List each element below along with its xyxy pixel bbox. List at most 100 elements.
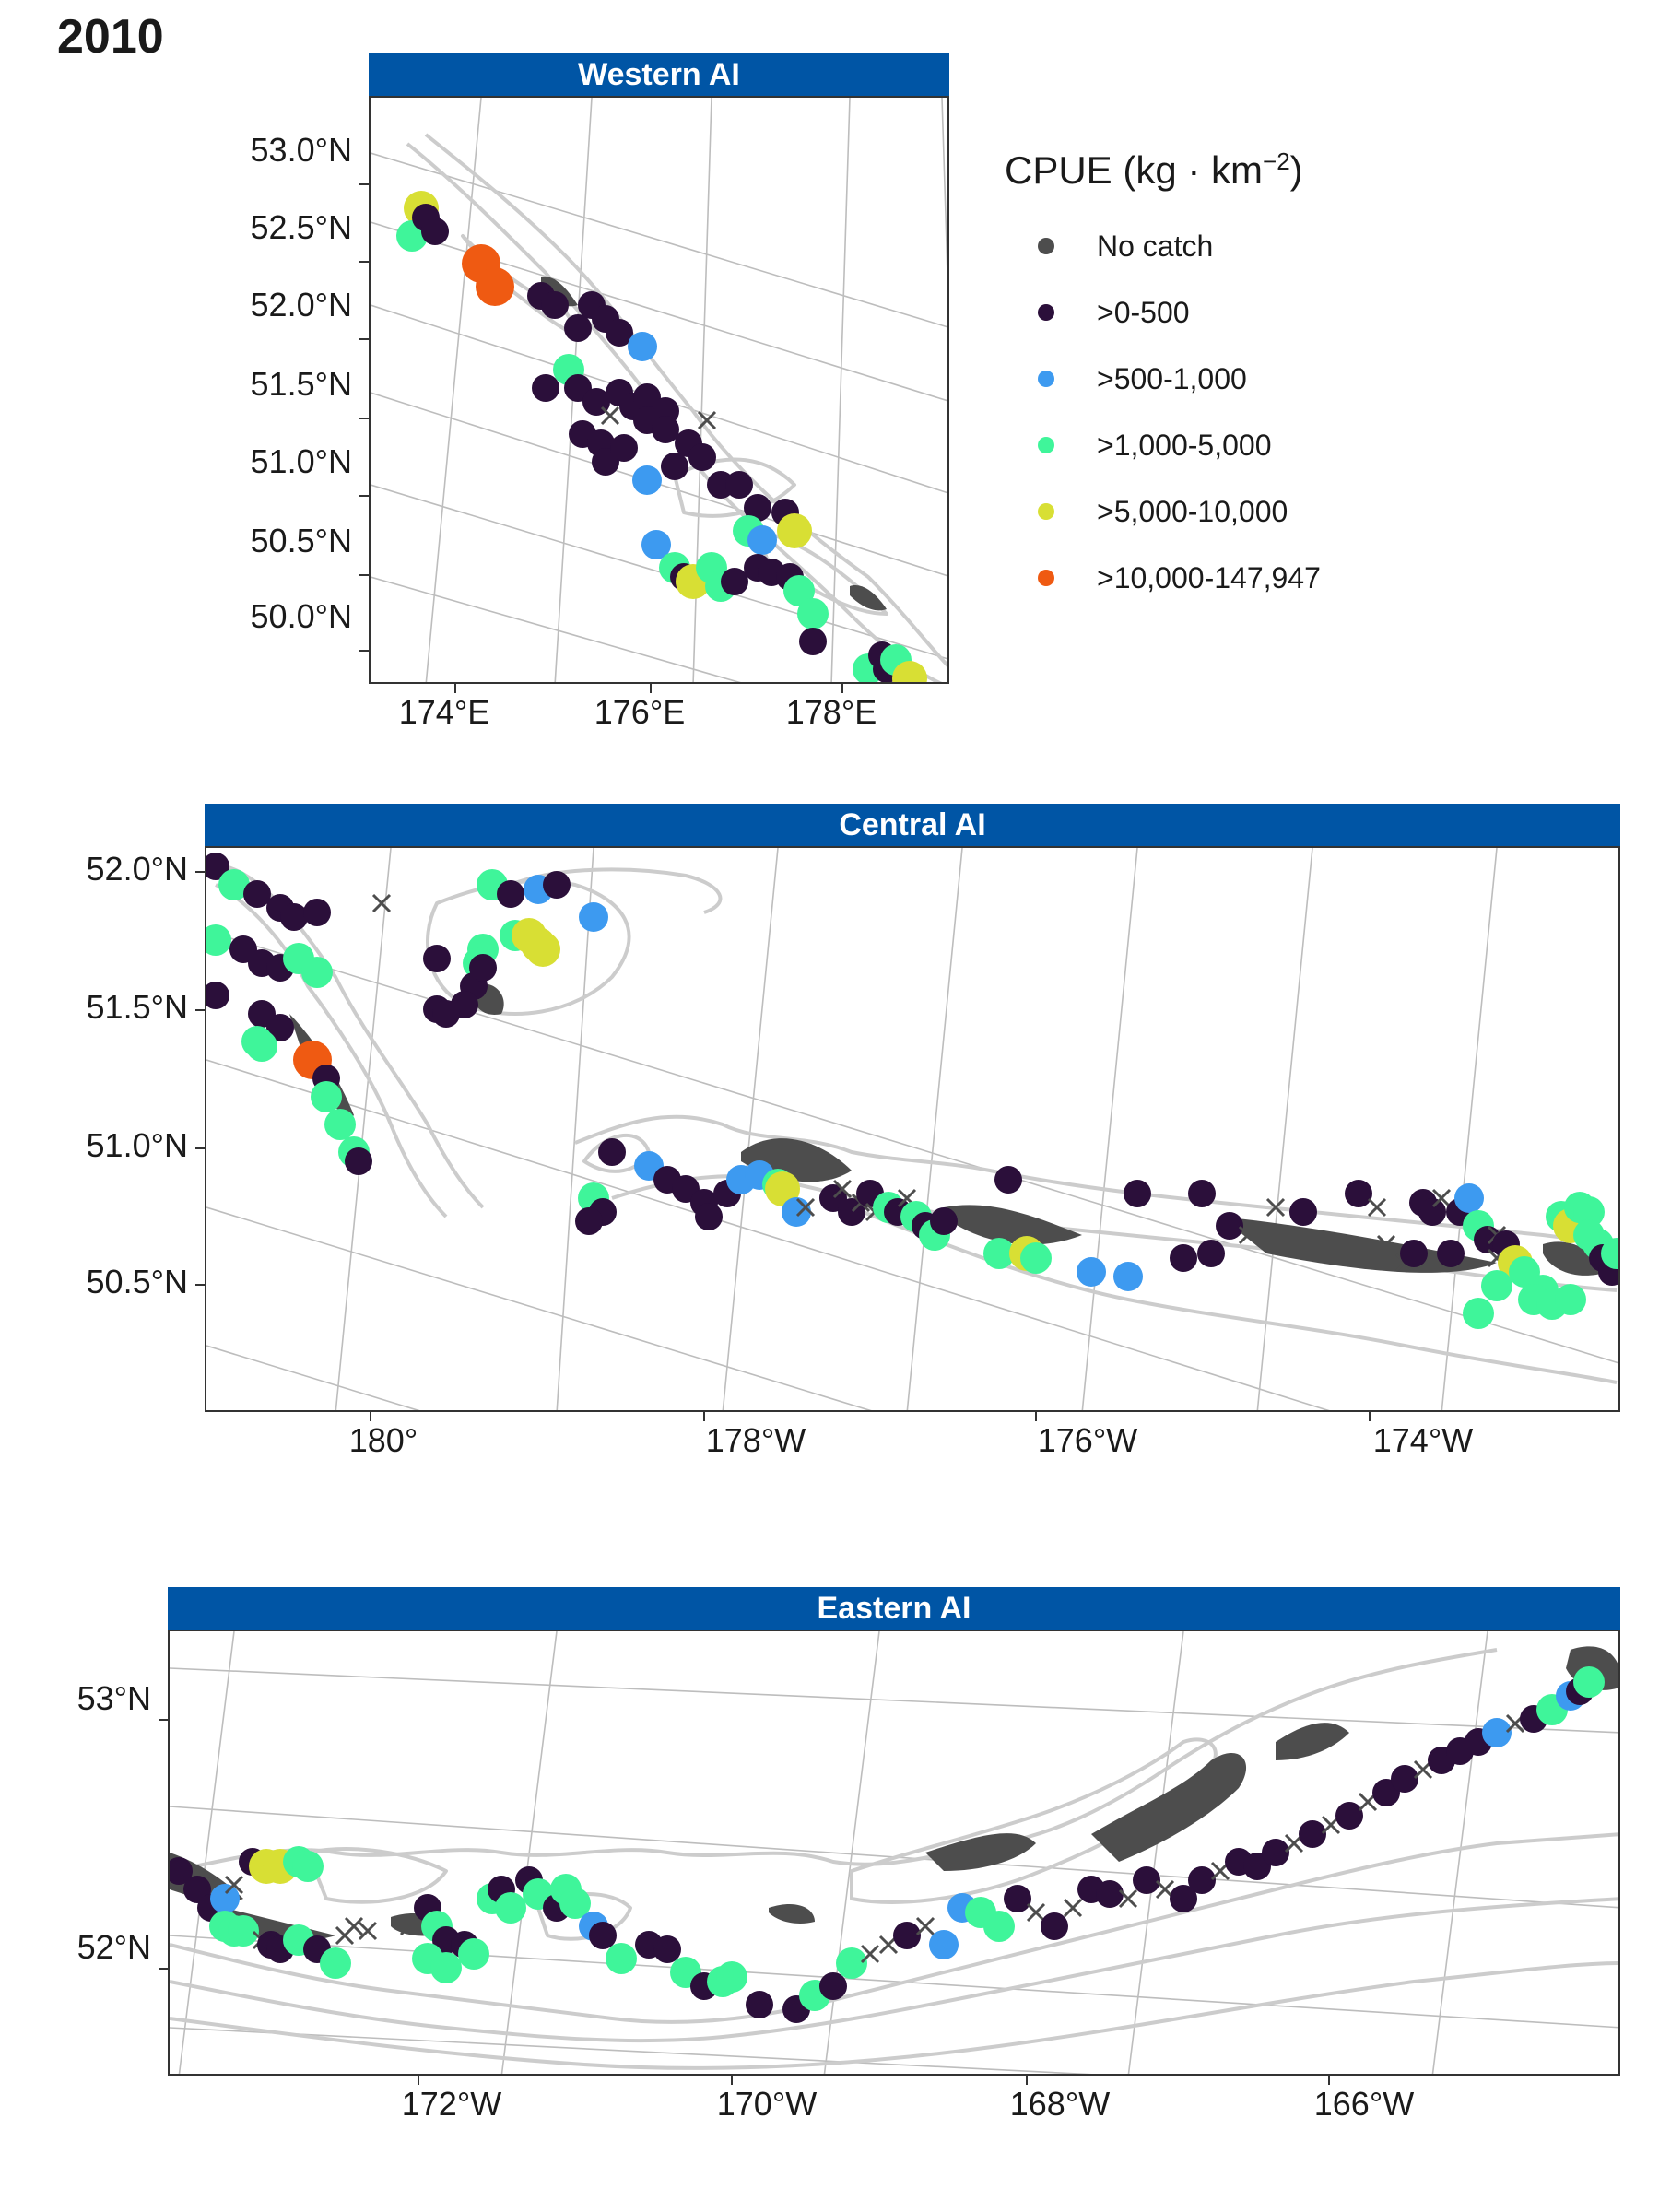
catch-station-point (606, 319, 633, 347)
graticule-line (906, 848, 963, 1410)
legend-item-10000-147947: >10,000-147,947 (1005, 545, 1558, 611)
catch-station-point (170, 1857, 193, 1885)
catch-station-point (765, 1171, 800, 1206)
catch-station-point (1004, 1885, 1031, 1912)
y-tick-label: 51.5°N (86, 988, 188, 1026)
catch-station-point (1197, 1240, 1225, 1267)
legend-item-0-500: >0-500 (1005, 279, 1558, 346)
x-tick-label: 178°E (785, 693, 877, 731)
catch-station-point (421, 218, 449, 245)
legend-label: >500-1,000 (1097, 361, 1247, 395)
no-catch-marker (697, 410, 717, 430)
x-axis-tick (454, 684, 456, 693)
catch-station-point (747, 525, 777, 555)
x-tick-label: 176°E (594, 693, 686, 731)
catch-station-point (210, 1884, 240, 1913)
catch-station-point (525, 932, 560, 967)
land-polygon (1091, 1752, 1247, 1862)
catch-station-point (983, 1238, 1015, 1269)
no-catch-marker (600, 406, 620, 426)
catch-station-point (688, 443, 716, 471)
x-tick-label: 176°W (1037, 1421, 1138, 1459)
graticule-line (1441, 848, 1498, 1410)
x-tick-label: 170°W (716, 2085, 818, 2123)
legend-label: >1,000-5,000 (1097, 428, 1272, 462)
central-ai-map (205, 846, 1620, 1412)
no-catch-marker (1265, 1197, 1286, 1218)
catch-station-point (228, 1915, 259, 1947)
catch-station-point (532, 374, 559, 402)
y-axis-tick (359, 650, 369, 652)
no-catch-marker (832, 1179, 853, 1199)
graticule-line (830, 98, 851, 682)
catch-station-point (469, 954, 497, 982)
bathymetry-contour (170, 1897, 1618, 2043)
legend-label: >10,000-147,947 (1097, 560, 1321, 594)
graticule-line (206, 930, 1618, 1364)
y-axis-tick (195, 1009, 205, 1011)
catch-station-point (579, 902, 608, 932)
no-catch-marker (1238, 1225, 1258, 1245)
catch-station-point (994, 1166, 1022, 1194)
legend-title-main: CPUE (kg · km (1005, 148, 1264, 192)
y-tick-label: 53.0°N (250, 131, 352, 169)
y-axis-tick (359, 261, 369, 263)
catch-station-point (266, 1014, 294, 1041)
catch-station-point (628, 332, 657, 361)
legend-title: CPUE (kg · km−2) (1005, 147, 1558, 193)
legend-key (1038, 570, 1054, 586)
y-axis-tick (195, 871, 205, 873)
bathymetry-contour (424, 133, 947, 668)
legend-key (1038, 304, 1054, 321)
y-tick-label: 53°N (76, 1679, 151, 1717)
catch-station-point (782, 1197, 811, 1227)
catch-station-point (311, 1081, 342, 1112)
graticule-line (178, 1631, 235, 2074)
western-ai-strip: Western AI (369, 53, 949, 96)
y-tick-label: 51.0°N (86, 1126, 188, 1164)
legend-label: >5,000-10,000 (1097, 494, 1288, 528)
catch-station-point (1335, 1802, 1363, 1830)
catch-station-point (1400, 1240, 1428, 1267)
catch-station-point (1096, 1880, 1124, 1908)
x-tick-label: 174°W (1372, 1421, 1474, 1459)
legend-item-1000-5000: >1,000-5,000 (1005, 412, 1558, 478)
x-axis-tick (1026, 2076, 1028, 2085)
no-catch-marker (1118, 1888, 1138, 1909)
catch-station-point (746, 1991, 773, 2018)
y-axis-tick (359, 338, 369, 340)
catch-station-point (476, 267, 514, 306)
catch-station-point (1437, 1240, 1465, 1267)
x-tick-label: 166°W (1313, 2085, 1415, 2123)
graticule-line (1127, 1631, 1184, 2074)
graticule-line (823, 1631, 880, 2074)
legend-key (1038, 371, 1054, 387)
x-axis-tick (703, 1412, 705, 1421)
central-ai-strip: Central AI (205, 804, 1620, 846)
catch-station-point (1601, 1238, 1618, 1269)
catch-station-point (1020, 1242, 1052, 1274)
catch-station-point (893, 1922, 921, 1949)
catch-station-point (799, 628, 827, 655)
bathymetry-contour (215, 883, 448, 1218)
catch-station-point (320, 1947, 351, 1979)
bathymetry-contour (306, 1847, 448, 1904)
no-catch-marker (224, 1875, 244, 1895)
x-tick-label: 180° (348, 1421, 418, 1459)
graticule-line (371, 576, 741, 682)
graticule-line (371, 152, 947, 328)
legend-key (1038, 238, 1054, 254)
x-axis-tick (731, 2076, 733, 2085)
bathymetry-contour (170, 1961, 1618, 2070)
graticule-line (1431, 1631, 1488, 2074)
graticule-line (1256, 848, 1313, 1410)
legend-item-5000-10000: >5,000-10,000 (1005, 478, 1558, 545)
catch-station-point (695, 1203, 723, 1230)
catch-station-point (892, 661, 927, 682)
catch-station-point (559, 1888, 591, 1919)
land-polygon (769, 1903, 815, 1924)
graticule-line (556, 848, 594, 1410)
catch-station-point (783, 575, 815, 606)
catch-station-point (303, 899, 331, 926)
y-tick-label: 50.0°N (250, 597, 352, 635)
